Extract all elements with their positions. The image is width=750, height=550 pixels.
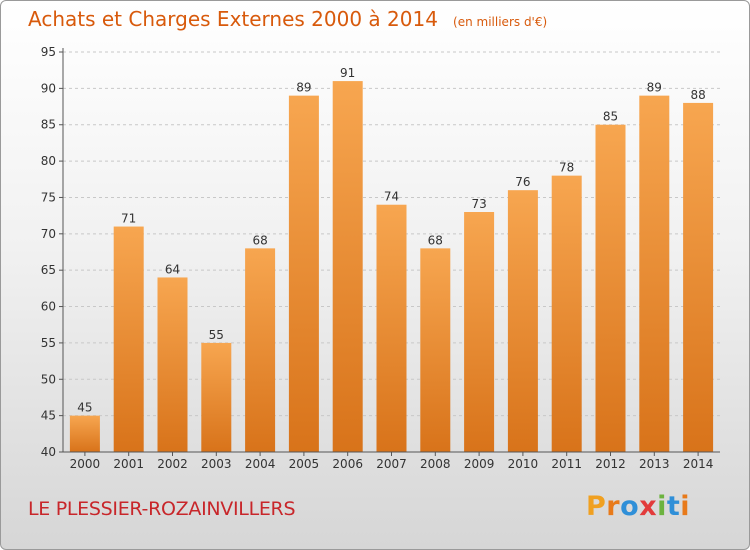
data-label: 55 [209,328,224,342]
data-label: 68 [428,233,443,247]
data-label: 88 [690,88,705,102]
bar [683,102,714,452]
bar [551,175,582,453]
bars [69,81,714,453]
data-label: 85 [603,110,618,124]
bar [245,248,276,452]
bar [332,81,363,452]
data-label: 89 [296,81,311,95]
data-label: 76 [515,175,530,189]
x-tick-label: 2001 [113,457,144,471]
bar [201,342,232,452]
x-tick-label: 2003 [201,457,232,471]
y-tick-label: 45 [41,409,56,423]
x-tick-label: 2014 [683,457,714,471]
y-tick-label: 70 [41,227,56,241]
chart-title: Achats et Charges Externes 2000 à 2014 [28,7,438,31]
data-label: 74 [384,190,399,204]
data-label: 73 [471,197,486,211]
data-label: 71 [121,212,136,226]
x-tick-label: 2012 [595,457,626,471]
y-tick-label: 95 [41,45,56,59]
bar [420,248,451,452]
logo-letter: i [657,491,667,522]
bar [595,124,626,453]
y-tick-label: 55 [41,336,56,350]
y-tick-label: 75 [41,190,56,204]
logo-letter: t [666,491,681,522]
logo-letter: r [606,491,621,522]
x-tick-label: 2000 [70,457,101,471]
commune-name: LE PLESSIER-ROZAINVILLERS [28,498,296,520]
proxiti-logo: Proxiti [586,491,690,522]
bar [376,204,407,452]
chart-subtitle: (en milliers d'€) [453,15,548,29]
logo-letter: o [620,491,640,522]
x-tick-label: 2005 [289,457,320,471]
bar [464,212,495,452]
x-tick-label: 2010 [508,457,539,471]
logo-letter: x [639,491,658,522]
y-tick-label: 60 [41,300,56,314]
y-tick-label: 80 [41,154,56,168]
logo-letter: i [680,491,691,522]
x-tick-label: 2006 [332,457,363,471]
title-row: Achats et Charges Externes 2000 à 2014 (… [28,7,547,31]
data-label: 64 [165,262,180,276]
y-tick-label: 65 [41,263,56,277]
bar [507,190,538,452]
x-tick-label: 2002 [157,457,188,471]
logo-letter: P [586,491,607,522]
x-tick-label: 2007 [376,457,407,471]
x-tick-label: 2011 [551,457,582,471]
y-tick-label: 50 [41,372,56,386]
data-label: 91 [340,66,355,80]
y-tick-label: 40 [41,445,56,459]
data-label: 89 [647,81,662,95]
x-tick-label: 2004 [245,457,276,471]
bar [288,95,319,453]
bar [69,415,100,452]
bar [639,95,670,453]
x-tick-label: 2009 [464,457,495,471]
axes [59,48,720,456]
data-label: 68 [252,233,267,247]
bar [113,226,144,452]
data-label: 78 [559,161,574,175]
x-tick-label: 2013 [639,457,670,471]
y-tick-label: 90 [41,81,56,95]
labels: 40 45 50 55 60 65 70 75 80 85 90 95 45 2000 71 2001 64 20… [41,45,714,471]
data-label: 45 [77,401,92,415]
bar [157,277,188,452]
x-tick-label: 2008 [420,457,451,471]
y-tick-label: 85 [41,118,56,132]
